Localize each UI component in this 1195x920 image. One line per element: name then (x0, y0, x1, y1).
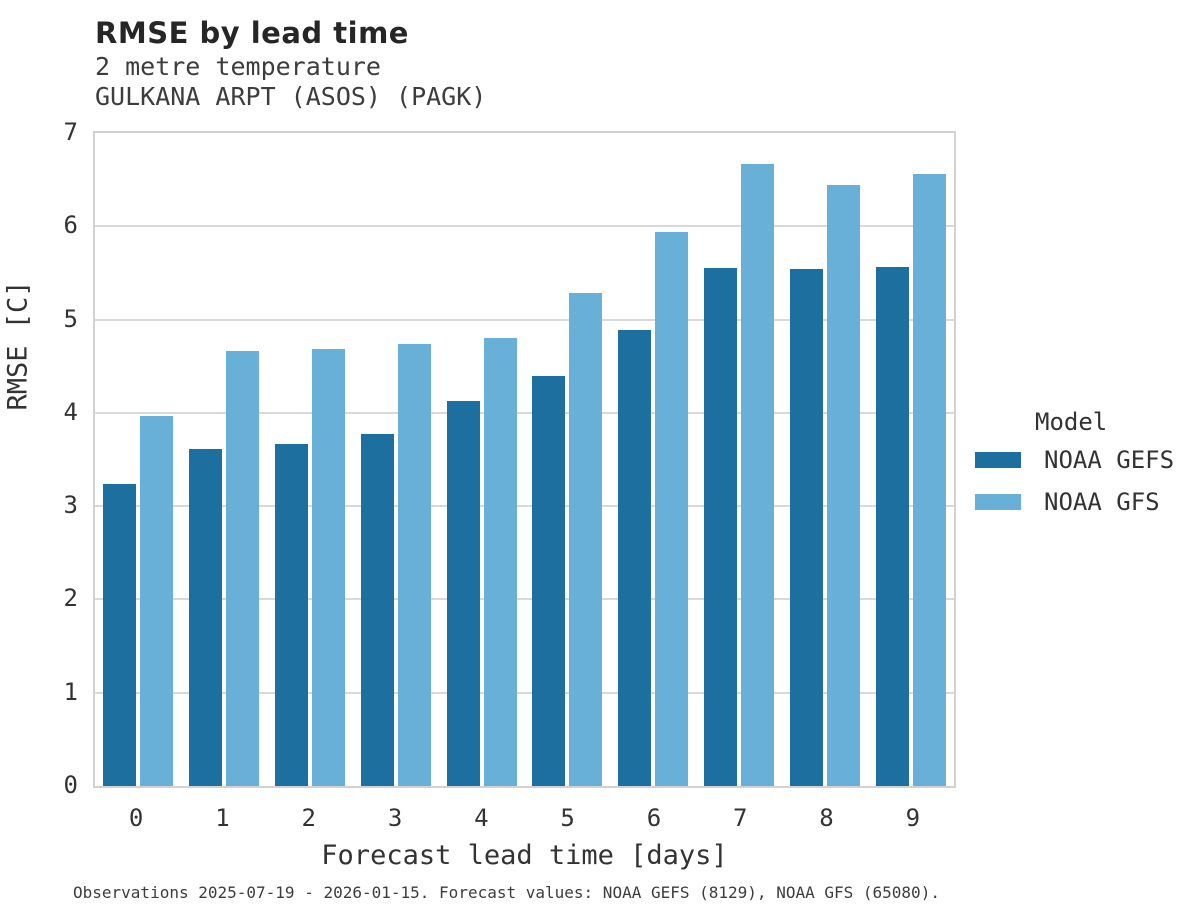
gridline-y-1 (95, 691, 954, 694)
bar-group-day-4 (439, 133, 525, 786)
x-tick-label: 8 (819, 804, 834, 832)
plot-area (93, 131, 956, 788)
x-tick-label: 0 (128, 804, 144, 832)
bar-noaa-gefs-day-2 (274, 443, 308, 786)
legend-label: NOAA GEFS (1044, 446, 1175, 474)
y-tick-label: 7 (63, 117, 78, 146)
bar-group-day-5 (525, 133, 611, 786)
bar-noaa-gfs-day-1 (225, 351, 259, 786)
y-tick-label: 2 (63, 584, 78, 613)
y-tick-label: 6 (63, 211, 78, 240)
bar-noaa-gefs-day-9 (876, 267, 910, 786)
y-tick-label: 3 (63, 491, 78, 520)
bar-group-day-7 (696, 133, 782, 786)
bars (95, 133, 954, 786)
legend-entry: NOAA GFS (975, 488, 1185, 516)
chart-subtitle-station: GULKANA ARPT (ASOS) (PAGK) (95, 82, 487, 111)
bar-noaa-gefs-day-3 (360, 434, 394, 786)
y-axis-title: RMSE [C] (2, 280, 34, 411)
bar-noaa-gefs-day-1 (188, 449, 222, 786)
bar-noaa-gfs-day-8 (827, 185, 861, 786)
bar-noaa-gefs-day-5 (532, 375, 566, 786)
gridline-y-3 (95, 505, 954, 508)
bar-group-day-2 (267, 133, 353, 786)
bar-noaa-gfs-day-6 (655, 231, 689, 786)
chart-subtitle-variable: 2 metre temperature (95, 52, 381, 81)
x-tick-label: 6 (646, 804, 662, 832)
legend-swatch-icon (975, 452, 1021, 468)
x-axis-ticks: 0 1 2 3 4 5 6 7 8 9 (93, 804, 956, 832)
bar-noaa-gefs-day-6 (618, 329, 652, 786)
bar-noaa-gfs-day-3 (397, 343, 431, 786)
bar-group-day-0 (95, 133, 181, 786)
x-tick-label: 4 (474, 804, 489, 832)
legend-swatch-icon (975, 494, 1021, 510)
bar-group-day-9 (868, 133, 954, 786)
y-tick-label: 4 (63, 397, 78, 426)
legend-entry: NOAA GEFS (975, 446, 1185, 474)
bar-noaa-gfs-day-2 (311, 348, 345, 786)
legend: Model NOAA GEFS NOAA GFS (975, 408, 1185, 530)
footnote-caption: Observations 2025-07-19 - 2026-01-15. Fo… (73, 883, 940, 902)
x-axis-title: Forecast lead time [days] (321, 840, 728, 871)
gridline-y-4 (95, 411, 954, 414)
bar-noaa-gfs-day-4 (483, 338, 517, 786)
y-tick-label: 0 (63, 770, 78, 799)
bar-noaa-gfs-day-0 (139, 415, 173, 786)
bar-group-day-8 (782, 133, 868, 786)
gridline-y-2 (95, 598, 954, 601)
bar-noaa-gfs-day-5 (569, 292, 603, 786)
bar-noaa-gefs-day-7 (704, 268, 738, 786)
x-tick-label: 5 (560, 804, 575, 832)
bar-group-day-6 (610, 133, 696, 786)
y-tick-label: 1 (63, 677, 78, 706)
x-tick-label: 1 (215, 804, 230, 832)
legend-title: Model (1035, 408, 1108, 436)
x-tick-label: 9 (905, 804, 921, 832)
legend-label: NOAA GFS (1044, 488, 1160, 516)
bar-noaa-gefs-day-0 (102, 483, 136, 786)
x-tick-label: 2 (301, 804, 316, 832)
bar-group-day-1 (181, 133, 267, 786)
bar-noaa-gfs-day-9 (913, 174, 947, 786)
y-tick-label: 5 (63, 304, 78, 333)
bar-noaa-gfs-day-7 (741, 163, 775, 786)
bar-noaa-gefs-day-8 (790, 269, 824, 786)
chart-title: RMSE by lead time (95, 16, 409, 50)
x-tick-label: 3 (387, 804, 403, 832)
gridline-y-6 (95, 225, 954, 228)
bar-noaa-gefs-day-4 (446, 400, 480, 786)
x-tick-label: 7 (733, 804, 748, 832)
gridline-y-5 (95, 318, 954, 321)
bar-group-day-3 (353, 133, 439, 786)
